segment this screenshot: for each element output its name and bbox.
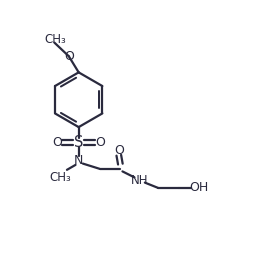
Text: CH₃: CH₃	[50, 171, 71, 184]
Text: O: O	[95, 136, 105, 149]
Text: O: O	[114, 144, 124, 157]
Text: O: O	[52, 136, 62, 149]
Text: NH: NH	[130, 174, 148, 187]
Text: CH₃: CH₃	[45, 33, 67, 46]
Text: S: S	[74, 135, 83, 150]
Text: N: N	[74, 155, 83, 167]
Text: O: O	[64, 50, 74, 63]
Text: OH: OH	[189, 181, 209, 194]
